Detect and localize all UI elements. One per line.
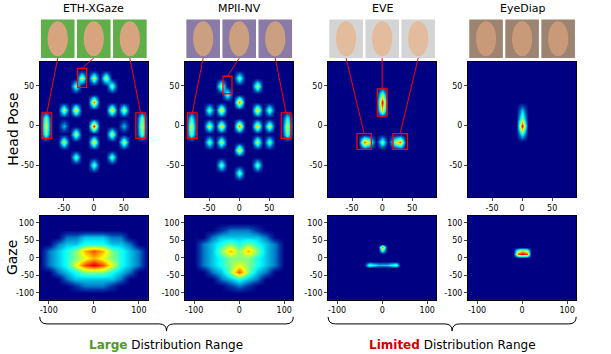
svg-text:0: 0: [91, 306, 96, 315]
svg-text:100: 100: [447, 219, 462, 228]
svg-text:0: 0: [29, 121, 34, 130]
svg-text:0: 0: [237, 204, 242, 213]
svg-text:0: 0: [380, 306, 385, 315]
svg-text:-100: -100: [161, 289, 179, 298]
svg-text:0: 0: [91, 204, 96, 213]
svg-text:-50: -50: [57, 204, 70, 213]
svg-text:-50: -50: [21, 271, 34, 280]
svg-text:-100: -100: [468, 306, 486, 315]
svg-text:50: 50: [452, 236, 462, 245]
svg-text:0: 0: [174, 121, 179, 130]
svg-text:-50: -50: [309, 271, 322, 280]
svg-text:Large Distribution Range: Large Distribution Range: [89, 338, 243, 352]
svg-text:-50: -50: [309, 161, 322, 170]
svg-text:-100: -100: [185, 306, 203, 315]
svg-text:50: 50: [452, 82, 462, 91]
svg-text:-100: -100: [328, 306, 346, 315]
svg-text:50: 50: [312, 236, 322, 245]
svg-text:0: 0: [317, 254, 322, 263]
svg-text:-100: -100: [304, 289, 322, 298]
svg-text:-50: -50: [166, 271, 179, 280]
svg-text:50: 50: [169, 236, 179, 245]
svg-text:0: 0: [457, 254, 462, 263]
svg-text:50: 50: [119, 204, 129, 213]
svg-text:Limited Distribution Range: Limited Distribution Range: [369, 338, 536, 352]
svg-text:50: 50: [24, 82, 34, 91]
svg-text:100: 100: [131, 306, 146, 315]
svg-text:100: 100: [164, 219, 179, 228]
svg-text:50: 50: [24, 236, 34, 245]
svg-text:100: 100: [560, 306, 575, 315]
svg-text:0: 0: [29, 254, 34, 263]
svg-text:50: 50: [312, 82, 322, 91]
svg-text:100: 100: [420, 306, 435, 315]
svg-text:MPII-NV: MPII-NV: [218, 2, 261, 15]
svg-text:EVE: EVE: [372, 2, 393, 15]
svg-text:50: 50: [264, 204, 274, 213]
svg-text:0: 0: [380, 204, 385, 213]
svg-text:0: 0: [174, 254, 179, 263]
svg-text:Head Pose: Head Pose: [5, 92, 21, 165]
svg-text:EyeDiap: EyeDiap: [500, 2, 545, 15]
svg-text:Gaze: Gaze: [4, 240, 20, 275]
svg-text:-50: -50: [21, 161, 34, 170]
svg-text:-100: -100: [40, 306, 58, 315]
svg-text:0: 0: [520, 204, 525, 213]
svg-text:-100: -100: [444, 289, 462, 298]
svg-text:50: 50: [407, 204, 417, 213]
svg-text:-50: -50: [449, 161, 462, 170]
svg-text:-100: -100: [16, 289, 34, 298]
svg-text:50: 50: [169, 82, 179, 91]
svg-text:100: 100: [277, 306, 292, 315]
svg-text:0: 0: [520, 306, 525, 315]
svg-text:-50: -50: [449, 271, 462, 280]
svg-text:ETH-XGaze: ETH-XGaze: [63, 2, 124, 15]
svg-text:0: 0: [237, 306, 242, 315]
svg-text:50: 50: [547, 204, 557, 213]
svg-text:100: 100: [19, 219, 34, 228]
svg-text:-50: -50: [346, 204, 359, 213]
svg-text:0: 0: [457, 121, 462, 130]
svg-text:0: 0: [317, 121, 322, 130]
svg-text:-50: -50: [166, 161, 179, 170]
svg-text:-50: -50: [203, 204, 216, 213]
svg-text:100: 100: [307, 219, 322, 228]
svg-text:-50: -50: [486, 204, 499, 213]
